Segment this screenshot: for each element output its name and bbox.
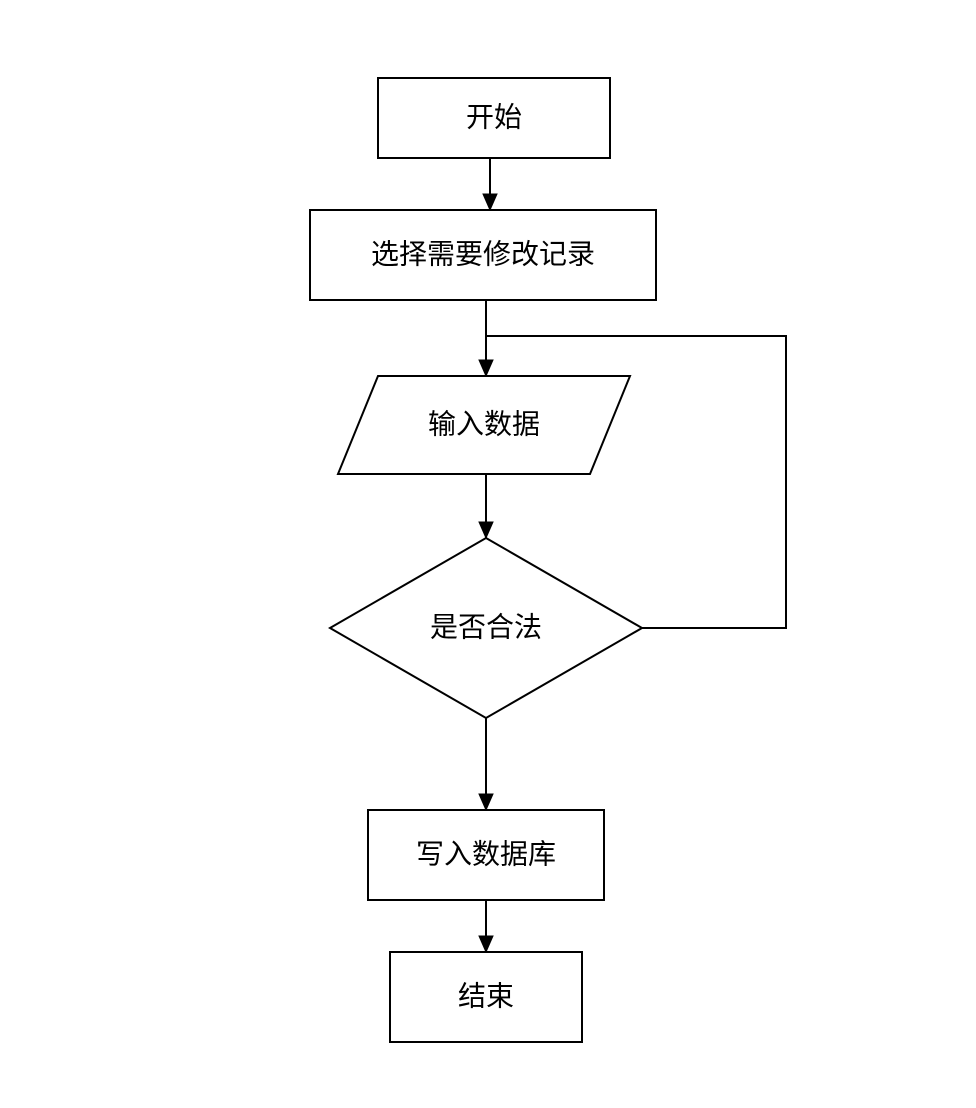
node-label-valid: 是否合法 xyxy=(430,611,542,643)
flowchart-canvas: 开始选择需要修改记录输入数据是否合法写入数据库结束 xyxy=(0,0,976,1108)
node-label-input: 输入数据 xyxy=(428,408,540,440)
node-label-write: 写入数据库 xyxy=(416,838,556,870)
node-label-end: 结束 xyxy=(458,980,514,1012)
node-label-start: 开始 xyxy=(466,101,522,133)
node-label-select: 选择需要修改记录 xyxy=(371,238,595,270)
